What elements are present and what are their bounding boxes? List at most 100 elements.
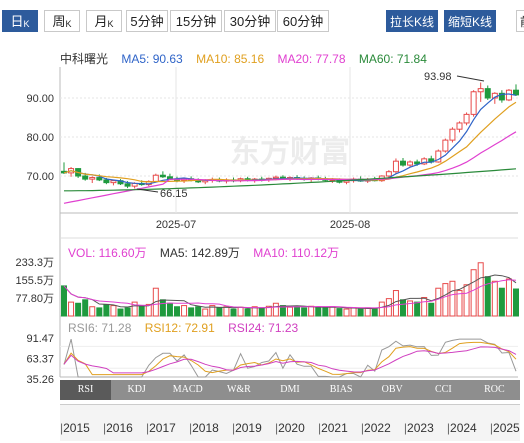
candle-body	[392, 160, 399, 173]
volume-bar	[202, 308, 209, 317]
tab-15min[interactable]: 15分钟	[170, 10, 222, 32]
candle-body	[400, 160, 406, 166]
volume-bar	[477, 262, 484, 317]
volume-bar	[145, 303, 152, 317]
stock-name: 中科曙光	[60, 52, 109, 66]
volume-bar	[110, 305, 117, 317]
ma20-line	[63, 131, 517, 204]
tab-5min[interactable]: 5分钟	[126, 10, 168, 32]
volume-bar	[463, 284, 470, 317]
volume-bar	[216, 307, 223, 317]
year-timeline[interactable]: 2015 2016 2017 2018 2019 2020 2021 2022 2023 2024…	[60, 404, 520, 441]
rsi6-legend: RSI6: 71.28	[68, 321, 132, 335]
volume-bar	[166, 302, 173, 317]
timeline-year: 2020	[275, 421, 305, 435]
indicator-tab-obv[interactable]: OBV	[381, 384, 403, 395]
candle-body	[456, 122, 463, 130]
ma20-legend: MA20: 77.78	[277, 52, 346, 66]
candle-body	[152, 174, 159, 182]
tab-day-k-sub: K	[23, 19, 30, 29]
volume-ma10-line	[63, 279, 517, 309]
candle-body	[103, 179, 110, 184]
front-button[interactable]: 前	[516, 10, 524, 32]
timeline-year: 2025	[490, 421, 520, 435]
main-legend: 中科曙光 MA5: 90.63 MA10: 85.16 MA20: 77.78 …	[60, 50, 437, 67]
volume-tick-label: 155.5万	[15, 275, 54, 287]
volume-bar	[188, 307, 195, 317]
timeline-year: 2023	[404, 421, 434, 435]
indicator-tab-bias[interactable]: BIAS	[329, 384, 353, 395]
indicator-tab-kdj[interactable]: KDJ	[127, 384, 146, 395]
tab-month-k-sub: K	[107, 19, 114, 29]
max-price-arrow	[456, 75, 485, 82]
timeline-year: 2024	[447, 421, 477, 435]
min-price-label: 66.15	[160, 188, 188, 200]
candle-body	[442, 139, 449, 152]
volume-bar	[244, 308, 251, 317]
volume-bar	[364, 307, 371, 317]
volume-bar	[159, 299, 166, 317]
candle-body	[159, 174, 166, 178]
volume-bar	[301, 307, 308, 317]
indicator-tab-wr[interactable]: W&R	[226, 384, 251, 395]
price-tick-label: 80.00	[26, 132, 54, 144]
candle-body	[513, 89, 519, 96]
volume-ma5-line	[63, 274, 517, 309]
tab-day-k[interactable]: 日K	[2, 10, 38, 32]
tab-60min[interactable]: 60分钟	[277, 10, 329, 32]
candle-body	[407, 161, 414, 166]
volume-bar	[61, 285, 67, 317]
candle-body	[463, 113, 470, 124]
tab-week-k[interactable]: 周K	[44, 10, 80, 32]
volume-bar	[456, 290, 463, 317]
date-tick-label: 2025-07	[156, 219, 196, 231]
rsi24-line	[63, 346, 517, 374]
volume-bar	[378, 301, 385, 317]
tab-month-k[interactable]: 月K	[86, 10, 122, 32]
volume-bar	[371, 308, 378, 317]
candle-body	[421, 158, 428, 165]
volume-bar	[96, 307, 103, 317]
candle-body	[96, 177, 103, 181]
volume-bar	[82, 299, 89, 317]
volume-bar	[392, 290, 399, 317]
tab-30min[interactable]: 30分钟	[224, 10, 276, 32]
volume-bar	[449, 280, 456, 317]
indicator-tab-dmi[interactable]: DMI	[280, 384, 300, 395]
volume-bar	[131, 301, 138, 317]
indicator-tab-roc[interactable]: ROC	[484, 384, 505, 395]
volume-bar	[223, 306, 230, 317]
timeline-year: 2016	[103, 421, 133, 435]
volume-bar	[442, 283, 449, 317]
volume-bar	[357, 308, 364, 317]
volume-bar	[272, 302, 279, 317]
shrink-k-button[interactable]: 缩短K线	[444, 10, 496, 32]
date-tick-label: 2025-08	[330, 219, 370, 231]
indicator-tab-rsi[interactable]: RSI	[60, 380, 112, 400]
ma5-line	[63, 93, 517, 185]
rsi-tick-label: 63.37	[26, 353, 54, 365]
volume-bar	[209, 305, 216, 317]
indicator-tab-macd[interactable]: MACD	[172, 384, 203, 395]
candle-body	[82, 175, 89, 180]
tab-day-k-label: 日	[10, 14, 24, 29]
volume-bar	[181, 305, 188, 317]
stretch-k-button[interactable]: 拉长K线	[386, 10, 438, 32]
volume-tick-label: 233.3万	[15, 257, 54, 269]
volume-bar	[400, 299, 406, 317]
volume-bar	[498, 287, 505, 317]
volume-bar	[315, 306, 322, 317]
price-tick-label: 90.00	[26, 93, 54, 105]
indicator-tab-bar: RSI KDJ MACD W&R DMI BIAS OBV CCI ROC	[60, 380, 520, 400]
indicator-tab-cci[interactable]: CCI	[434, 384, 452, 395]
volume-bar	[428, 302, 435, 317]
volume-bar	[322, 307, 329, 317]
volume-bar	[329, 306, 336, 317]
volume-bar	[195, 306, 202, 317]
rsi6-line	[63, 338, 517, 378]
timeline-year: 2015	[60, 421, 90, 435]
volume-bar	[513, 288, 519, 317]
rsi12-line	[63, 341, 517, 376]
candle-body	[272, 176, 279, 179]
